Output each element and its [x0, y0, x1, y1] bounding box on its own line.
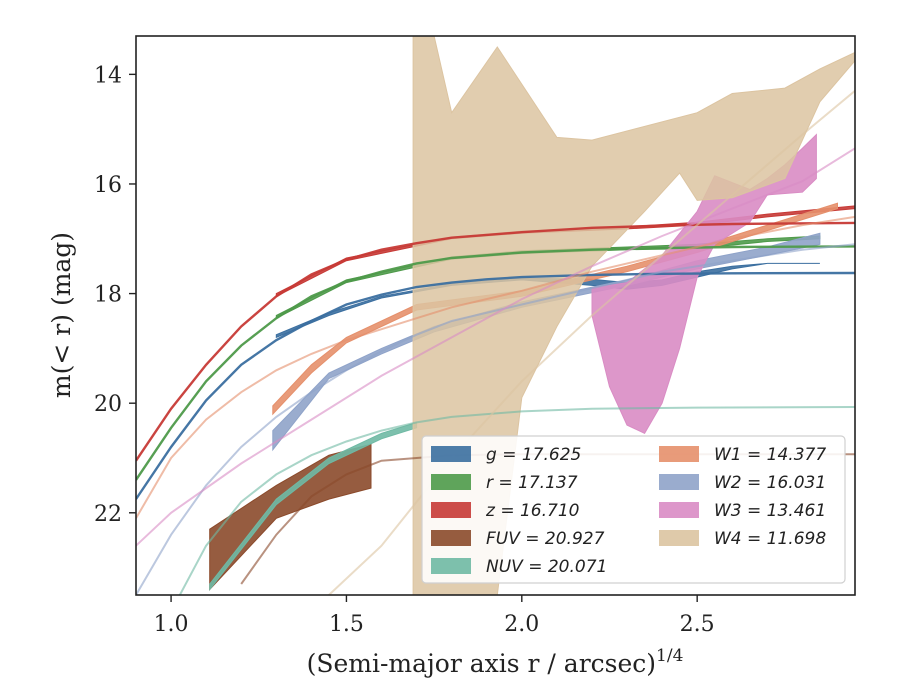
- r-legend-swatch: [431, 474, 471, 490]
- y-axis-title: m(< r) (mag): [47, 232, 76, 398]
- w3-model-line: [136, 147, 855, 547]
- plot-frame: [135, 35, 856, 596]
- x-axis-title-text: (Semi-major axis r / arcsec): [307, 649, 656, 678]
- z-legend-swatch: [431, 502, 471, 518]
- plot-area: [136, 36, 855, 595]
- w4-model-line: [328, 90, 855, 595]
- fuv-legend-label: FUV = 20.927: [486, 529, 605, 549]
- w2-legend-swatch: [659, 474, 699, 490]
- w2-model-line: [136, 243, 855, 595]
- legend: g = 17.625 r = 17.137 z = 16.710 FUV = 20.9…: [421, 435, 846, 584]
- y-tick-label: 18: [94, 283, 122, 308]
- w2-legend-label: W2 = 16.031: [714, 473, 826, 493]
- nuv-model-line: [178, 406, 855, 595]
- x-axis-ticks: 1.0 1.5 2.0 2.5: [154, 595, 715, 637]
- w1-legend-label: W1 = 14.377: [714, 445, 826, 465]
- g-legend-swatch: [431, 446, 471, 462]
- y-tick-label: 16: [94, 173, 122, 198]
- y-tick-label: 22: [94, 502, 122, 527]
- w4-data-band: [412, 36, 855, 595]
- w3-legend-swatch: [659, 502, 699, 518]
- w4-legend-label: W4 = 11.698: [714, 529, 826, 549]
- z-legend-label: z = 16.710: [485, 501, 579, 521]
- nuv-legend-label: NUV = 20.071: [486, 557, 607, 577]
- w4-legend-swatch: [659, 530, 699, 546]
- x-tick-label: 1.5: [329, 612, 364, 637]
- x-axis-title: (Semi-major axis r / arcsec)1/4: [307, 646, 684, 678]
- w1-legend-swatch: [659, 446, 699, 462]
- r-model-line: [136, 245, 855, 481]
- legend-box: [421, 435, 846, 584]
- fuv-data-band: [209, 443, 372, 591]
- r-legend-label: r = 17.137: [486, 473, 578, 493]
- y-tick-label: 20: [94, 392, 122, 417]
- g-model-line: [136, 271, 855, 500]
- nuv-legend-swatch: [431, 558, 471, 574]
- w1-model-line: [136, 215, 855, 519]
- w3-legend-label: W3 = 13.461: [714, 501, 826, 521]
- x-tick-label: 1.0: [154, 612, 189, 637]
- g-legend-label: g = 17.625: [486, 445, 581, 465]
- z-model-line: [136, 221, 855, 462]
- y-tick-label: 14: [94, 63, 122, 88]
- x-tick-label: 2.5: [680, 612, 715, 637]
- fuv-legend-swatch: [431, 530, 471, 546]
- y-axis-ticks: 14 16 18 20 22: [94, 63, 136, 527]
- x-tick-label: 2.0: [504, 612, 539, 637]
- model-curves: [136, 90, 855, 595]
- x-axis-title-exponent: 1/4: [656, 646, 683, 666]
